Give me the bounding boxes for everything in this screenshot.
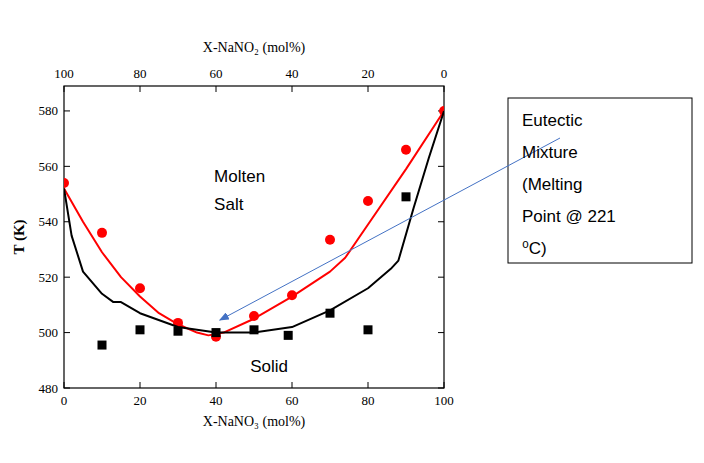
x2-tick-label: 20 [362,66,375,81]
square-marker [212,328,221,337]
region-label: Molten Salt [214,167,265,214]
region-label-line: Salt [214,195,244,214]
chart: 0204060801001008060402004805005205405605… [0,0,704,463]
circle-marker [64,178,69,188]
x-tick-label: 80 [362,393,375,408]
square-marker [284,331,293,340]
y-tick-right [438,221,444,222]
x2-tick [444,86,445,92]
callout-text: Mixture [522,143,578,162]
y-tick [64,166,70,167]
circle-marker [401,145,411,155]
x-tick [444,382,445,388]
x-tick-label: 40 [210,393,223,408]
x-tick [368,382,369,388]
circle-marker [97,228,107,238]
x2-tick-label: 80 [134,66,147,81]
circle-marker [287,290,297,300]
y-tick-right [438,388,444,389]
circle-marker [249,311,259,321]
y-tick [64,388,70,389]
region-label: Solid [250,357,288,376]
x-tick-label: 100 [434,393,454,408]
x-tick [292,382,293,388]
x2-tick [292,86,293,92]
y-tick-right [438,332,444,333]
x2-tick-label: 40 [286,66,299,81]
x-tick-label: 60 [286,393,299,408]
x2-tick [368,86,369,92]
y-tick-label: 520 [39,270,59,285]
x-tick [64,382,65,388]
square-marker [136,325,145,334]
y-tick-label: 560 [39,159,59,174]
square-marker [326,309,335,318]
y-tick-label: 500 [39,325,59,340]
y-tick-label: 580 [39,103,59,118]
x-axis-label: X-NaNO₃ (mol%) [203,414,306,430]
x2-tick-label: 60 [210,66,223,81]
y-tick [64,110,70,111]
square-marker [98,341,107,350]
callout-text: Eutectic [522,111,583,130]
x2-tick [64,86,65,92]
y-tick [64,277,70,278]
square-marker [402,192,411,201]
square-marker [364,325,373,334]
y-tick-label: 480 [39,381,59,396]
y-tick-right [438,277,444,278]
y-tick-right [438,166,444,167]
y-axis-label: T (K) [11,219,28,254]
x-tick [216,382,217,388]
x-tick-label: 0 [61,393,68,408]
x2-tick-label: 100 [54,66,74,81]
x2-tick-label: 0 [441,66,448,81]
x2-axis-label: X-NaNO₂ (mol%) [203,40,306,56]
x2-tick [140,86,141,92]
square-marker [250,325,259,334]
circle-marker [135,283,145,293]
callout-box [508,98,692,263]
callout-text: Point @ 221 [522,207,616,226]
circle-marker [325,235,335,245]
circle-marker [363,196,373,206]
region-label-line: Molten [214,167,265,186]
region-label-line: Solid [250,357,288,376]
plot-data [64,106,444,350]
square-marker [174,327,183,336]
x-tick-label: 20 [134,393,147,408]
x-tick [140,382,141,388]
y-tick [64,332,70,333]
x2-tick [216,86,217,92]
series-line [64,111,444,333]
callout-text: (Melting [522,175,582,194]
y-tick-label: 540 [39,214,59,229]
callout-arrow [220,138,560,320]
plot-frame [64,86,444,388]
callout-text: ⁰C) [522,239,547,258]
